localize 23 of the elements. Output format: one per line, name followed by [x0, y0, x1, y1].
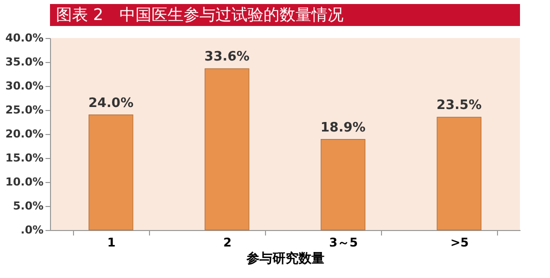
x-tick-label: 3～5	[329, 236, 358, 250]
bar	[88, 114, 134, 230]
data-label: 18.9%	[320, 120, 366, 136]
x-tick-label: 1	[107, 236, 116, 250]
x-axis-title: 参与研究数量	[246, 250, 324, 266]
y-tick-label: 25.0%	[5, 104, 44, 116]
bar	[204, 68, 250, 230]
x-tick-label: >5	[450, 236, 469, 250]
data-label: 33.6%	[204, 50, 250, 65]
bar	[320, 138, 366, 230]
y-tick-label: 10.0%	[5, 176, 44, 188]
data-label: 23.5%	[436, 98, 482, 114]
data-label: 24.0%	[88, 96, 134, 111]
bar	[436, 116, 482, 230]
y-tick-label: 40.0%	[5, 32, 44, 44]
y-tick-label: 20.0%	[5, 128, 44, 140]
y-tick-label: 5.0%	[12, 200, 44, 212]
chart-title: 图表 2 中国医生参与过试验的数量情况	[56, 5, 344, 24]
y-tick-label: 30.0%	[5, 80, 44, 92]
y-tick-label: 35.0%	[5, 56, 44, 68]
y-tick-label: .0%	[20, 224, 44, 236]
x-tick-label: 2	[223, 236, 232, 250]
y-tick-label: 15.0%	[5, 152, 44, 164]
